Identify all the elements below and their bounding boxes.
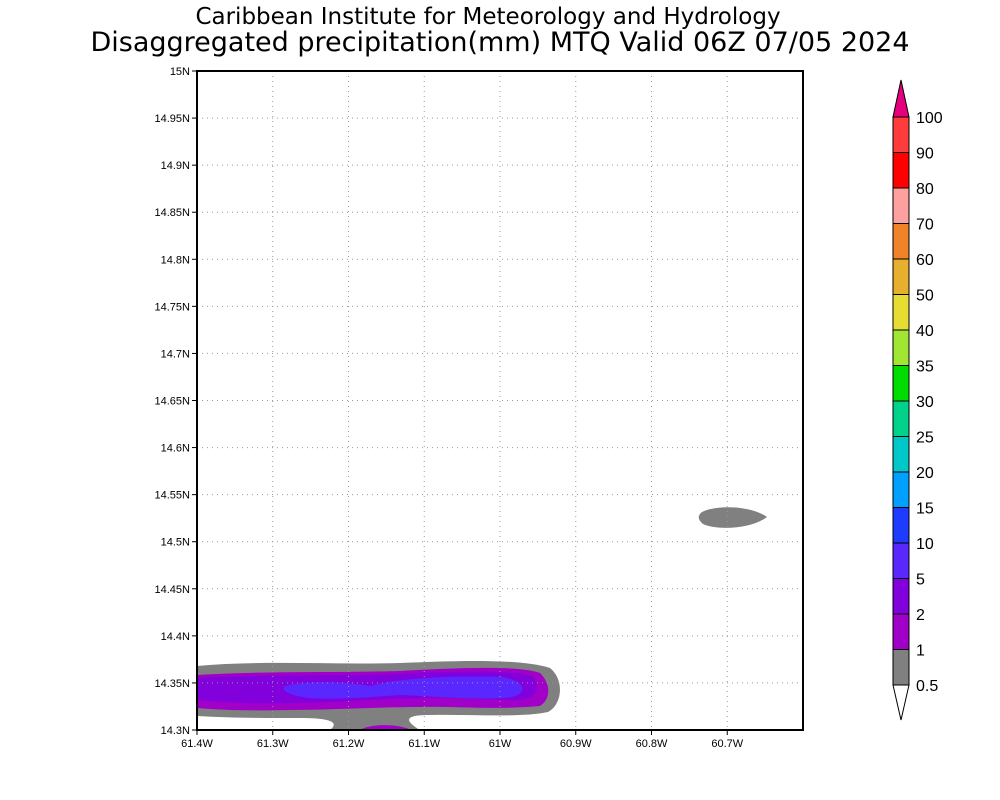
contour-1-south [360, 725, 412, 730]
colorbar-swatch [892, 329, 910, 366]
colorbar-swatch [892, 294, 910, 331]
y-tick-label: 14.3N [161, 725, 190, 737]
x-tick-label: 60.8W [636, 738, 668, 750]
colorbar-label: 35 [916, 359, 934, 376]
colorbar-swatch [892, 649, 910, 686]
colorbar-label: 100 [916, 110, 943, 127]
colorbar-label: 50 [916, 288, 934, 305]
y-tick-label: 14.5N [161, 537, 190, 549]
y-tick-label: 14.9N [161, 160, 190, 172]
y-tick-label: 14.55N [155, 490, 191, 502]
colorbar-label: 10 [916, 536, 934, 553]
y-tick-label: 14.75N [155, 301, 191, 313]
colorbar-label: 0.5 [916, 678, 938, 695]
contour-5 [283, 676, 523, 699]
colorbar-label: 20 [916, 465, 934, 482]
x-tick-label: 60.7W [711, 738, 743, 750]
colorbar-swatch [892, 116, 910, 153]
colorbar-label: 15 [916, 501, 934, 518]
precip-fields [197, 507, 767, 730]
colorbar-swatch [892, 400, 910, 437]
y-tick-label: 14.95N [155, 113, 191, 125]
y-tick-label: 14.65N [155, 396, 191, 408]
colorbar-label: 60 [916, 252, 934, 269]
x-tick-label: 60.9W [560, 738, 592, 750]
colorbar-swatch [892, 613, 910, 650]
y-tick-label: 15N [170, 66, 190, 78]
y-tick-label: 14.6N [161, 443, 190, 455]
chart-subtitle: Disaggregated precipitation(mm) MTQ Vali… [90, 27, 910, 58]
colorbar-over-triangle [892, 79, 910, 118]
x-tick-label: 61.3W [257, 738, 289, 750]
colorbar-swatch [892, 187, 910, 224]
axis-ticks: 61.4W 61.3W 61.2W 61.1W 61W 60.9W 60.8W 60.7W 14… [155, 66, 744, 750]
colorbar-swatch [892, 578, 910, 615]
contour-0.5-east [698, 507, 767, 528]
colorbar-label: 1 [916, 643, 925, 660]
colorbar-label: 25 [916, 430, 934, 447]
x-tick-label: 61.2W [333, 738, 365, 750]
colorbar-swatch [892, 471, 910, 508]
colorbar-swatch [892, 223, 910, 260]
x-tick-label: 61.4W [181, 738, 213, 750]
y-tick-label: 14.45N [155, 584, 191, 596]
colorbar-label: 5 [916, 572, 925, 589]
colorbar-label: 80 [916, 181, 934, 198]
y-tick-label: 14.8N [161, 254, 190, 266]
grid [197, 71, 803, 730]
colorbar-label: 2 [916, 607, 925, 624]
x-tick-label: 61.1W [408, 738, 440, 750]
chart-title: Caribbean Institute for Meteorology and … [195, 4, 781, 30]
colorbar-under-triangle [892, 684, 910, 721]
colorbar-swatch [892, 542, 910, 579]
colorbar-label: 30 [916, 394, 934, 411]
colorbar-swatch [892, 258, 910, 295]
colorbar-label: 70 [916, 217, 934, 234]
y-tick-label: 14.7N [161, 348, 190, 360]
x-tick-label: 61W [489, 738, 512, 750]
colorbar-swatch [892, 365, 910, 402]
y-tick-label: 14.35N [155, 678, 191, 690]
colorbar-swatch [892, 436, 910, 473]
y-tick-label: 14.4N [161, 631, 190, 643]
colorbar-label: 90 [916, 146, 934, 163]
colorbar-swatch [892, 152, 910, 189]
colorbar-label: 40 [916, 323, 934, 340]
colorbar-swatch [892, 507, 910, 544]
y-tick-label: 14.85N [155, 207, 191, 219]
